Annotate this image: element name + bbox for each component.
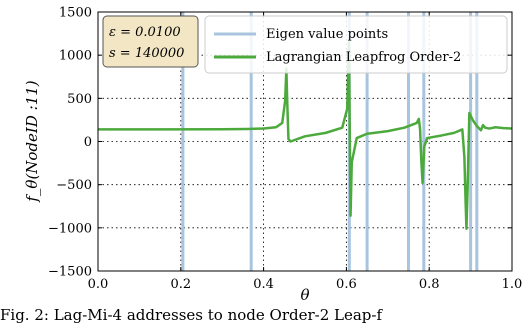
y-axis-label-text: f_θ(NodeID :11) (23, 80, 41, 202)
x-axis: 0.0 0.2 0.4 0.6 0.8 1.0 (88, 12, 522, 292)
x-tick-label: 0.0 (88, 277, 109, 292)
y-tick-label: −500 (56, 178, 92, 193)
annotation-box: ε = 0.0100 s = 140000 (102, 15, 199, 68)
figure-caption: Fig. 2: Lag-Mi-4 addresses to node Order… (0, 306, 383, 324)
y-tick-label: −1500 (48, 265, 92, 280)
annotation-epsilon: ε = 0.0100 (109, 25, 181, 40)
x-tick-label: 1.0 (502, 277, 522, 292)
x-tick-label: 0.8 (419, 277, 440, 292)
y-tick-label: −1000 (48, 221, 92, 236)
legend-label-eigen: Eigen value points (266, 27, 388, 42)
legend-box (204, 15, 508, 74)
y-tick-label: 1500 (59, 6, 92, 21)
x-tick-label: 0.4 (253, 277, 274, 292)
x-axis-label: θ (300, 286, 309, 304)
y-axis-label: f_θ(NodeID :11) (23, 80, 41, 202)
legend: Eigen value points Lagrangian Leapfrog O… (204, 15, 508, 74)
y-tick-label: 0 (84, 135, 92, 150)
legend-label-lagrangian: Lagrangian Leapfrog Order-2 (266, 50, 461, 65)
y-axis: −1500 −1000 −500 0 500 1000 1500 (48, 6, 512, 280)
x-tick-label: 0.2 (170, 277, 191, 292)
lagrangian-curve (98, 41, 512, 230)
annotation-s: s = 140000 (109, 46, 184, 61)
lagrangian-curve-group (98, 41, 512, 230)
y-tick-label: 500 (67, 92, 92, 107)
annotation-background (102, 15, 199, 68)
y-tick-label: 1000 (59, 49, 92, 64)
x-tick-label: 0.6 (336, 277, 357, 292)
